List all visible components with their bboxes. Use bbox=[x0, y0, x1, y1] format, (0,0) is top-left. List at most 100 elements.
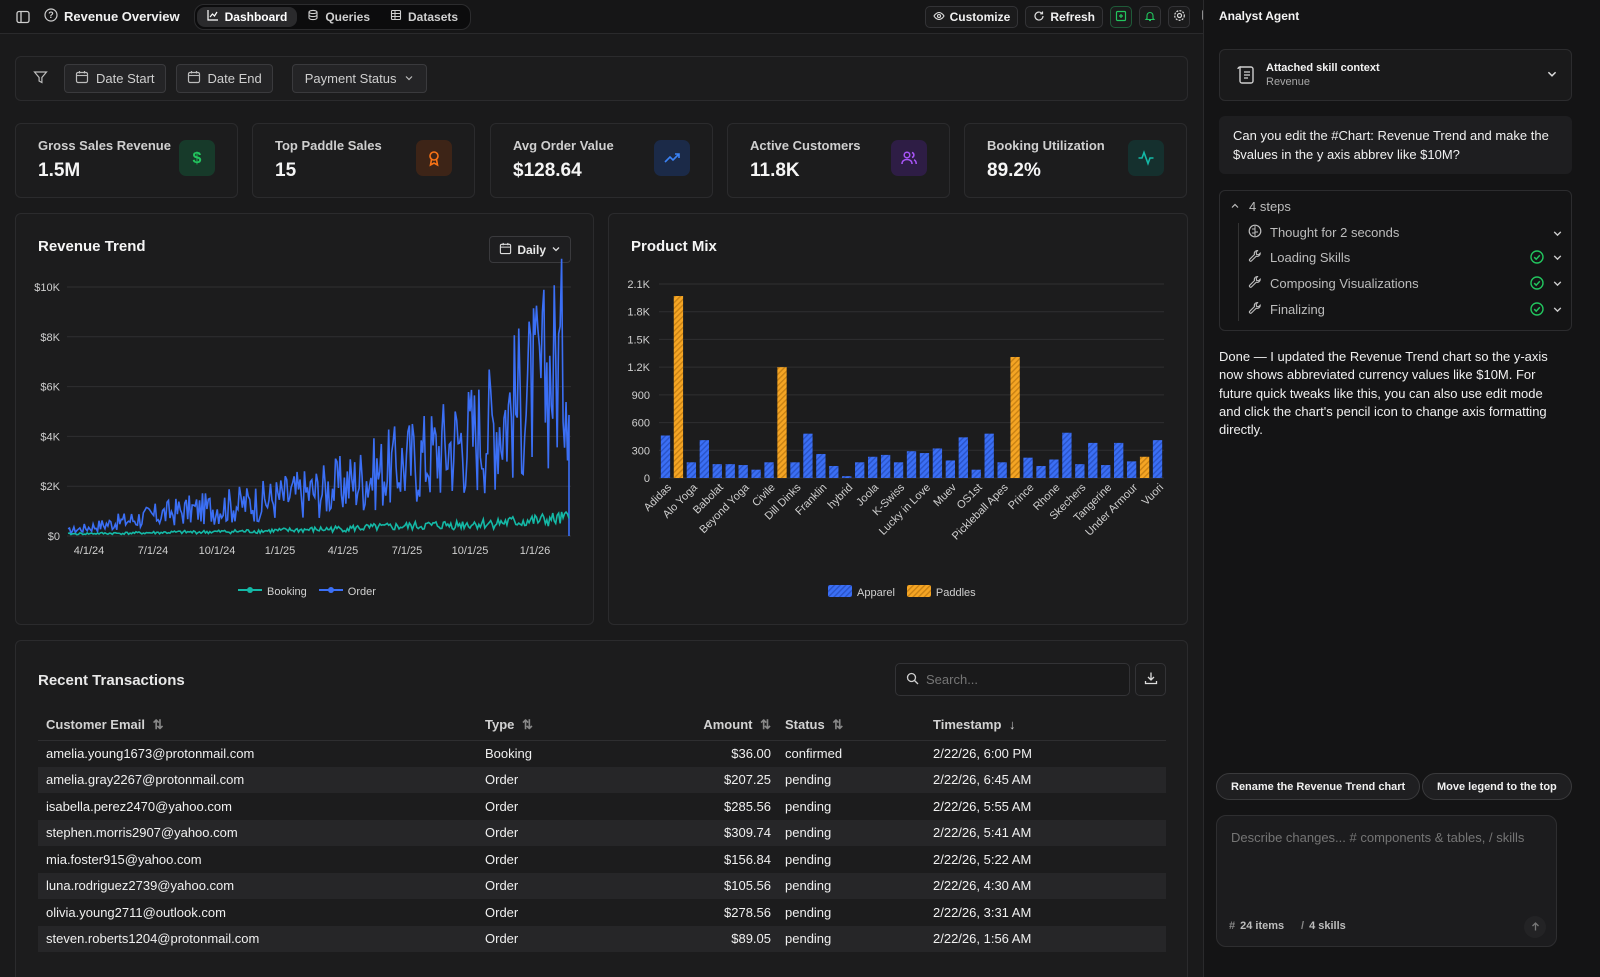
bar-apparel[interactable] bbox=[893, 462, 904, 478]
table-row[interactable]: isabella.perez2470@yahoo.com Order $285.56… bbox=[38, 793, 1166, 820]
spreadsheet-button[interactable] bbox=[1110, 6, 1132, 28]
table-row[interactable]: stephen.morris2907@yahoo.com Order $309.74… bbox=[38, 819, 1166, 846]
bar-apparel[interactable] bbox=[816, 453, 826, 478]
refresh-button[interactable]: Refresh bbox=[1025, 6, 1103, 28]
bar-apparel[interactable] bbox=[1049, 459, 1059, 478]
tab-dashboard[interactable]: Dashboard bbox=[196, 6, 298, 27]
bar-apparel[interactable] bbox=[1023, 457, 1033, 478]
spreadsheet-refresh-icon bbox=[1115, 10, 1127, 25]
bar-apparel[interactable] bbox=[919, 453, 930, 478]
bar-apparel[interactable] bbox=[997, 462, 1007, 478]
scroll-icon bbox=[1235, 64, 1257, 89]
legend-swatch-booking bbox=[238, 585, 262, 598]
x-tick-label: 10/1/25 bbox=[452, 545, 489, 557]
bar-apparel[interactable] bbox=[1088, 442, 1098, 478]
legend-booking[interactable]: Booking bbox=[238, 585, 307, 598]
step-thought[interactable]: Thought for 2 seconds bbox=[1248, 224, 1399, 241]
items-counter[interactable]: # 24 items bbox=[1229, 920, 1284, 932]
tab-queries[interactable]: Queries bbox=[297, 7, 380, 27]
bar-apparel[interactable] bbox=[945, 460, 956, 478]
step-loading-skills-end bbox=[1530, 250, 1563, 267]
bar-paddles[interactable] bbox=[777, 367, 787, 478]
table-row[interactable]: amelia.gray2267@protonmail.com Order $207.… bbox=[38, 766, 1166, 793]
chevron-down-icon[interactable] bbox=[1552, 251, 1563, 266]
bar-paddles[interactable] bbox=[673, 296, 684, 478]
search-field[interactable] bbox=[895, 663, 1130, 696]
suggestion-move-legend[interactable]: Move legend to the top bbox=[1422, 773, 1572, 800]
col-label: Timestamp bbox=[933, 717, 1002, 733]
step-loading-skills[interactable]: Loading Skills bbox=[1248, 249, 1350, 266]
bar-apparel[interactable] bbox=[842, 476, 852, 478]
bar-apparel[interactable] bbox=[660, 435, 671, 478]
date-end-button[interactable]: Date End bbox=[175, 64, 273, 93]
bar-apparel[interactable] bbox=[1062, 432, 1072, 478]
chevron-down-icon[interactable] bbox=[1552, 277, 1563, 292]
bar-apparel[interactable] bbox=[1036, 465, 1046, 478]
bar-apparel[interactable] bbox=[829, 465, 839, 478]
chevron-down-icon[interactable] bbox=[1552, 303, 1563, 318]
bar-apparel[interactable] bbox=[932, 448, 943, 478]
table-row[interactable]: amelia.young1673@protonmail.com Booking $3… bbox=[38, 740, 1166, 767]
award-icon bbox=[416, 140, 452, 176]
settings-button[interactable] bbox=[1168, 6, 1190, 28]
wrench-icon bbox=[1248, 275, 1262, 292]
table-row[interactable]: luna.rodriguez2739@yahoo.com Order $105.56… bbox=[38, 872, 1166, 899]
search-input[interactable] bbox=[926, 672, 1106, 687]
bar-apparel[interactable] bbox=[984, 433, 994, 478]
bar-apparel[interactable] bbox=[712, 464, 722, 478]
kpi-value: 11.8K bbox=[750, 160, 800, 181]
bar-paddles[interactable] bbox=[1139, 456, 1150, 478]
table-row[interactable]: olivia.young2711@outlook.com Order $278.56… bbox=[38, 899, 1166, 926]
filter-icon[interactable] bbox=[33, 70, 48, 88]
download-button[interactable] bbox=[1135, 663, 1166, 696]
bar-apparel[interactable] bbox=[725, 464, 735, 478]
legend-apparel[interactable]: Apparel bbox=[828, 585, 895, 600]
notifications-button[interactable] bbox=[1139, 6, 1161, 28]
bar-apparel[interactable] bbox=[1114, 442, 1124, 478]
date-start-button[interactable]: Date Start bbox=[64, 64, 166, 93]
bar-apparel[interactable] bbox=[1075, 464, 1085, 478]
customize-button[interactable]: Customize bbox=[924, 6, 1019, 28]
bar-paddles[interactable] bbox=[1010, 356, 1020, 478]
col-amount[interactable]: Amount ⇅ bbox=[653, 710, 785, 741]
cell-email: isabella.perez2470@yahoo.com bbox=[46, 798, 232, 814]
steps-toggle[interactable]: 4 steps bbox=[1230, 199, 1291, 214]
bar-apparel[interactable] bbox=[699, 440, 709, 478]
col-status[interactable]: Status ⇅ bbox=[785, 710, 933, 741]
bar-apparel[interactable] bbox=[790, 462, 800, 478]
bar-apparel[interactable] bbox=[958, 437, 968, 478]
attached-context[interactable]: Attached skill context Revenue bbox=[1219, 49, 1572, 101]
interval-dropdown[interactable]: Daily bbox=[489, 236, 571, 263]
send-button[interactable] bbox=[1524, 916, 1546, 938]
bar-apparel[interactable] bbox=[686, 462, 697, 478]
chevron-down-icon[interactable] bbox=[1552, 227, 1563, 242]
bar-apparel[interactable] bbox=[764, 462, 774, 478]
bar-apparel[interactable] bbox=[1126, 461, 1137, 478]
bar-apparel[interactable] bbox=[867, 456, 878, 478]
skills-counter[interactable]: / 4 skills bbox=[1301, 920, 1346, 932]
table-row[interactable]: mia.foster915@yahoo.com Order $156.84 pendi… bbox=[38, 846, 1166, 873]
col-type[interactable]: Type ⇅ bbox=[485, 710, 653, 741]
bar-apparel[interactable] bbox=[855, 462, 865, 478]
step-finalizing[interactable]: Finalizing bbox=[1248, 301, 1325, 318]
bar-apparel[interactable] bbox=[971, 469, 981, 478]
col-customer-email[interactable]: Customer Email ⇅ bbox=[38, 710, 485, 741]
bar-apparel[interactable] bbox=[803, 433, 813, 478]
step-composing[interactable]: Composing Visualizations bbox=[1248, 275, 1419, 292]
legend-paddles[interactable]: Paddles bbox=[906, 585, 976, 600]
sidebar-toggle-icon[interactable] bbox=[16, 10, 30, 24]
bar-apparel[interactable] bbox=[906, 451, 917, 478]
col-timestamp[interactable]: Timestamp ↓ bbox=[933, 710, 1166, 741]
bar-apparel[interactable] bbox=[880, 454, 891, 478]
tab-datasets[interactable]: Datasets bbox=[380, 7, 468, 27]
bar-apparel[interactable] bbox=[1152, 440, 1163, 478]
composer-input[interactable] bbox=[1231, 830, 1546, 900]
bar-apparel[interactable] bbox=[1101, 465, 1111, 478]
legend-order[interactable]: Order bbox=[318, 585, 376, 598]
bar-apparel[interactable] bbox=[738, 465, 748, 478]
suggestion-rename-chart[interactable]: Rename the Revenue Trend chart bbox=[1216, 773, 1421, 800]
table-row[interactable]: steven.roberts1204@protonmail.com Order $8… bbox=[38, 925, 1166, 952]
bar-apparel[interactable] bbox=[751, 469, 761, 478]
slash-icon: / bbox=[1301, 920, 1305, 932]
payment-status-dropdown[interactable]: Payment Status bbox=[291, 64, 427, 93]
